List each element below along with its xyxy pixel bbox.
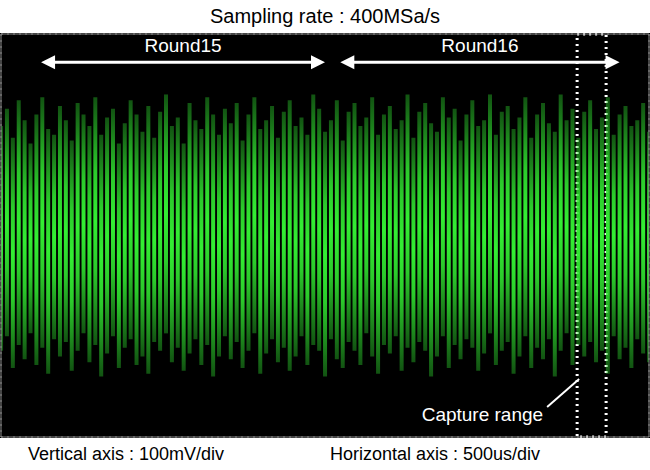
svg-text:Capture range: Capture range: [422, 404, 543, 425]
html-text:Sampling rate : 400MSa/s: Sampling rate : 400MSa/s: [209, 5, 441, 27]
svg-text:Round16: Round16: [441, 35, 518, 56]
html-text:Horizontal axis : 500us/div: Horizontal axis : 500us/div: [330, 444, 541, 464]
svg-text:Round15: Round15: [144, 35, 221, 56]
html-text:Vertical axis : 100mV/div: Vertical axis : 100mV/div: [28, 444, 225, 464]
